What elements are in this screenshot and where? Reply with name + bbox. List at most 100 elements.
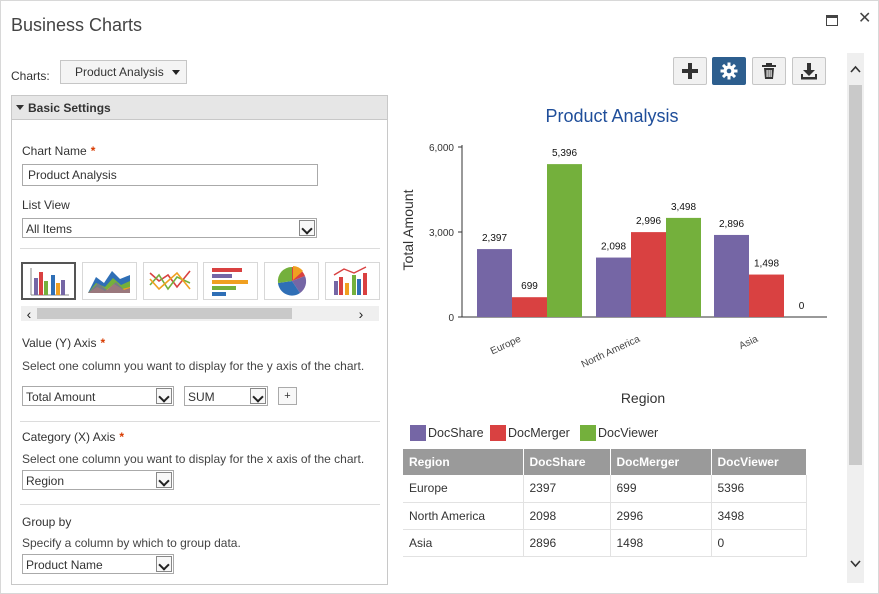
chart-name-field[interactable]: Product Analysis — [22, 164, 318, 186]
trash-icon — [762, 63, 776, 79]
bar-docshare-europe — [477, 249, 512, 317]
line-chart-icon — [149, 270, 191, 291]
basic-settings-header[interactable]: Basic Settings — [12, 96, 387, 120]
table-cell: 5396 — [711, 475, 807, 503]
data-label: 699 — [521, 281, 538, 292]
group-by-select[interactable]: Product Name — [22, 554, 174, 574]
value-column-select[interactable]: Total Amount — [22, 386, 174, 406]
maximize-icon[interactable] — [826, 15, 838, 26]
category-column-select[interactable]: Region — [22, 470, 174, 490]
chevron-right-icon[interactable]: › — [358, 305, 364, 322]
combo-chart-icon — [333, 266, 367, 295]
bar-docmerger-asia — [749, 274, 784, 317]
table-header-row: Region DocShare DocMerger DocViewer — [403, 449, 807, 475]
scrollbar-thumb[interactable] — [37, 308, 292, 319]
list-view-label: List View — [22, 198, 70, 212]
chevron-left-icon[interactable]: ‹ — [26, 305, 32, 322]
table-cell: 2896 — [523, 529, 611, 557]
table-cell: 2397 — [523, 475, 611, 503]
bar-docshare-asia — [714, 234, 749, 317]
settings-panel: Basic Settings Chart Name * Product Analy… — [11, 95, 388, 585]
delete-chart-button[interactable] — [752, 57, 786, 85]
table-cell: 699 — [610, 475, 712, 503]
data-table: Region DocShare DocMerger DocViewer Euro… — [403, 449, 807, 557]
legend-swatch — [490, 425, 506, 441]
data-label: 2,397 — [482, 233, 507, 244]
table-header: DocMerger — [610, 449, 712, 475]
chart-name-label: Chart Name * — [22, 144, 96, 158]
category-column-value: Region — [26, 474, 65, 488]
value-column-value: Total Amount — [26, 390, 96, 404]
collapse-triangle-icon — [16, 105, 24, 110]
combo-chart-type[interactable] — [325, 262, 380, 300]
chart-title: Product Analysis — [545, 106, 679, 126]
table-row: Asia 2896 1498 0 — [403, 529, 807, 557]
data-label: 0 — [799, 301, 805, 312]
pie-chart-type[interactable] — [264, 262, 319, 300]
table-cell: North America — [403, 502, 524, 530]
table-row: Europe 2397 699 5396 — [403, 475, 807, 503]
x-tick-label: North America — [580, 334, 642, 371]
close-icon[interactable]: ✕ — [858, 10, 872, 27]
charts-dropdown[interactable]: Product Analysis — [60, 60, 187, 84]
column-chart: 0 3,000 6,000 Total Amount 2,397 699 5,396 Euro… — [400, 143, 827, 406]
y-tick-label: 6,000 — [429, 143, 454, 154]
area-chart-type[interactable] — [82, 262, 137, 300]
chevron-down-icon — [156, 556, 172, 572]
table-cell: 1498 — [610, 529, 712, 557]
list-view-select[interactable]: All Items — [22, 218, 317, 238]
data-label: 3,498 — [671, 202, 696, 213]
legend-item-docmerger: DocMerger — [490, 425, 570, 441]
chart-area: Product Analysis 0 3,000 6,000 Total Amount… — [397, 101, 827, 421]
table-cell: 3498 — [711, 502, 807, 530]
bar-chart-type[interactable] — [203, 262, 258, 300]
scrollbar-thumb[interactable] — [849, 85, 862, 465]
table-header: DocShare — [523, 449, 611, 475]
y-tick-label: 0 — [448, 313, 454, 324]
gear-icon — [720, 62, 738, 80]
group-by-label: Group by — [22, 515, 72, 529]
table-cell: Asia — [403, 529, 524, 557]
chevron-up-icon[interactable] — [849, 63, 862, 76]
table-header: Region — [403, 449, 524, 475]
data-label: 2,098 — [601, 242, 626, 253]
download-button[interactable] — [792, 57, 826, 85]
legend-swatch — [410, 425, 426, 441]
category-axis-label: Category (X) Axis * — [22, 430, 125, 444]
value-axis-label: Value (Y) Axis * — [22, 336, 106, 350]
y-axis-title: Total Amount — [400, 189, 416, 270]
table-row: North America 2098 2996 3498 — [403, 502, 807, 530]
bar-docmerger-north-america — [631, 232, 666, 317]
divider — [20, 248, 380, 249]
chart-type-scrollbar[interactable]: ‹ › — [21, 305, 379, 322]
add-value-button[interactable]: + — [278, 387, 297, 405]
table-cell: 2098 — [523, 502, 611, 530]
add-chart-button[interactable] — [673, 57, 707, 85]
value-axis-hint: Select one column you want to display fo… — [22, 359, 365, 373]
pie-chart-icon — [277, 266, 307, 296]
download-icon — [801, 63, 817, 80]
aggregate-value: SUM — [188, 390, 215, 404]
x-tick-label: Europe — [489, 334, 523, 358]
chevron-down-icon[interactable] — [849, 557, 862, 570]
chevron-down-icon — [250, 388, 266, 404]
basic-settings-title: Basic Settings — [28, 101, 111, 115]
bar-docmerger-europe — [512, 297, 547, 317]
chevron-down-icon — [156, 388, 172, 404]
bar-docviewer-europe — [547, 164, 582, 317]
bar-docviewer-north-america — [666, 217, 701, 317]
plus-icon — [682, 63, 698, 79]
aggregate-select[interactable]: SUM — [184, 386, 268, 406]
list-view-value: All Items — [26, 222, 73, 236]
vertical-scrollbar[interactable] — [847, 53, 864, 583]
column-chart-type[interactable] — [21, 262, 76, 300]
category-axis-hint: Select one column you want to display fo… — [22, 452, 365, 466]
x-axis-title: Region — [621, 390, 665, 406]
data-label: 1,498 — [754, 259, 779, 270]
charts-label: Charts: — [11, 69, 50, 83]
area-chart-icon — [88, 271, 130, 293]
line-chart-type[interactable] — [143, 262, 198, 300]
settings-button[interactable] — [712, 57, 746, 85]
legend-item-docshare: DocShare — [410, 425, 484, 441]
